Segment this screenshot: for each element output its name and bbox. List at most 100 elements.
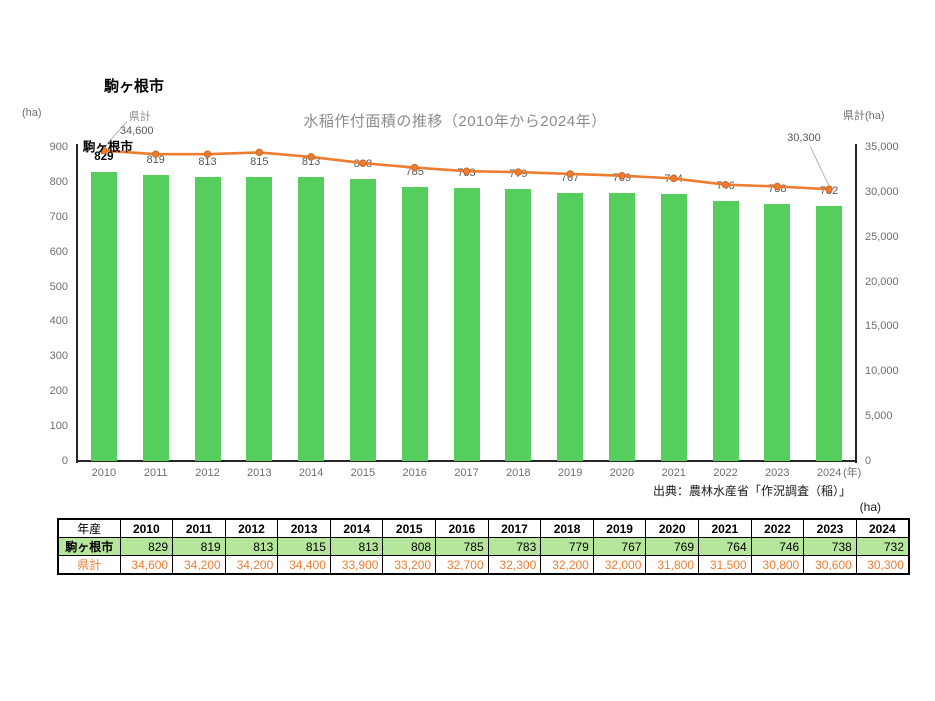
- bar-value-label: 746: [716, 179, 735, 192]
- leader-line-last-point: [809, 145, 831, 189]
- bar-value-label: 767: [560, 172, 580, 185]
- right-axis-tick: 0: [865, 455, 872, 467]
- header-year-cell: 2012: [224, 518, 279, 538]
- right-axis-line: [855, 144, 857, 463]
- city-value-cell: 819: [172, 537, 226, 556]
- right-axis-tick: 10,000: [865, 365, 899, 378]
- x-tick-2018: 2018: [506, 467, 531, 479]
- city-value-cell: 783: [487, 537, 542, 556]
- x-tick-2013: 2013: [247, 467, 272, 479]
- prefecture-total-row: 県計 34,600 34,200 34,200 34,400 33,900 33,200 32…: [57, 555, 910, 575]
- line-point-2013: [255, 148, 263, 157]
- prefecture-value-cell: 34,600: [119, 555, 174, 575]
- bar-2012: [194, 177, 221, 461]
- bar-2016: [401, 187, 428, 461]
- bar-2023: [764, 203, 791, 461]
- city-value-cell: 813: [329, 537, 384, 556]
- prefecture-value-cell: 30,600: [803, 555, 857, 575]
- bar-2021: [660, 194, 687, 461]
- prefecture-value-cell: 33,200: [382, 555, 437, 575]
- line-series-label: 県計: [128, 110, 151, 123]
- bar-series-label: 駒ヶ根市: [82, 139, 133, 154]
- x-tick-2022: 2022: [713, 467, 738, 479]
- header-year-cell: 2022: [750, 518, 805, 538]
- bar-value-label: 769: [612, 171, 632, 184]
- header-year-cell: 2019: [592, 518, 647, 538]
- x-tick-2016: 2016: [402, 467, 427, 479]
- x-tick-2021: 2021: [661, 467, 686, 479]
- source-note: 出典：農林水産省「作況調査（稲）」: [652, 484, 851, 498]
- prefecture-value-cell: 32,700: [435, 555, 489, 575]
- header-year-cell: 2013: [277, 518, 331, 538]
- header-year-cell: 2015: [382, 518, 437, 538]
- table-header-row: 年産 2010 2011 2012 2013 2014 2015 2016 2017 2018 20…: [57, 518, 910, 538]
- right-axis-tick: 5,000: [865, 410, 893, 423]
- left-axis-line: [76, 144, 78, 463]
- bar-value-label: 819: [146, 154, 165, 167]
- right-axis-tick: 20,000: [865, 275, 899, 288]
- bar-value-label: 764: [664, 173, 683, 186]
- bar-value-label: 783: [457, 166, 476, 179]
- x-tick-2014: 2014: [298, 467, 324, 479]
- prefecture-value-cell: 31,500: [698, 555, 752, 575]
- left-axis-tick: 200: [49, 385, 68, 398]
- x-tick-2015: 2015: [350, 467, 376, 479]
- bar-value-label: 779: [509, 168, 528, 181]
- right-axis-tick: 30,000: [865, 185, 899, 198]
- bar-2014: [298, 177, 325, 461]
- header-year-cell: 2011: [172, 518, 226, 538]
- bar-2010: [90, 171, 117, 461]
- x-axis-line: [76, 460, 857, 462]
- last-line-value-label: 30,300: [787, 132, 821, 145]
- bar-2024: [816, 205, 843, 461]
- city-value-cell: 813: [224, 537, 279, 556]
- left-axis-unit: (ha): [22, 107, 42, 119]
- bar-value-label: 813: [301, 156, 321, 169]
- city-value-cell: 746: [750, 537, 805, 556]
- prefecture-value-cell: 32,000: [592, 555, 647, 575]
- left-axis-tick: 400: [49, 315, 68, 328]
- bar-value-label: 813: [198, 156, 217, 169]
- bar-2013: [246, 176, 273, 461]
- prefecture-value-cell: 30,800: [750, 555, 805, 575]
- page-title: 駒ヶ根市: [104, 78, 165, 95]
- left-axis-tick: 300: [49, 350, 68, 363]
- right-axis-unit: 県計(ha): [843, 110, 885, 122]
- header-year-cell: 2020: [645, 518, 700, 538]
- prefecture-value-cell: 34,200: [172, 555, 226, 575]
- x-tick-2012: 2012: [195, 467, 220, 479]
- left-axis-tick: 800: [49, 175, 68, 188]
- prefecture-value-cell: 34,200: [224, 555, 279, 575]
- city-value-cell: 738: [803, 537, 857, 556]
- table-unit-label: (ha): [859, 500, 881, 514]
- header-year-cell: 2018: [540, 518, 594, 538]
- city-value-cell: 732: [855, 537, 910, 556]
- x-tick-2024: 2024: [816, 467, 842, 479]
- prefecture-value-cell: 33,900: [329, 555, 384, 575]
- x-tick-2023: 2023: [765, 467, 790, 479]
- header-year-cell: 2016: [435, 518, 489, 538]
- left-axis-tick: 900: [49, 141, 68, 153]
- city-value-cell: 808: [382, 537, 437, 556]
- city-value-cell: 829: [119, 537, 174, 556]
- bar-2019: [557, 193, 584, 461]
- x-tick-2019: 2019: [557, 467, 583, 479]
- data-table: 年産 2010 2011 2012 2013 2014 2015 2016 2017 2018 20…: [57, 518, 910, 575]
- city-value-cell: 815: [277, 537, 331, 556]
- prefecture-value-cell: 34,400: [277, 555, 331, 575]
- right-axis-tick: 15,000: [865, 320, 899, 333]
- city-value-cell: 764: [698, 537, 752, 556]
- prefecture-value-cell: 31,800: [645, 555, 700, 575]
- city-value-cell: 769: [645, 537, 700, 556]
- prefecture-value-cell: 32,300: [487, 555, 542, 575]
- city-row-label: 駒ヶ根市: [57, 537, 121, 556]
- prefecture-value-cell: 32,200: [540, 555, 594, 575]
- bar-value-label: 732: [819, 184, 839, 197]
- bar-2022: [712, 200, 739, 461]
- prefecture-row-label: 県計: [57, 555, 121, 575]
- right-axis-tick: 25,000: [865, 230, 899, 243]
- chart-title: 水稲作付面積の推移（2010年から2024年）: [303, 113, 607, 130]
- x-tick-2020: 2020: [609, 467, 635, 479]
- bar-2015: [349, 179, 376, 461]
